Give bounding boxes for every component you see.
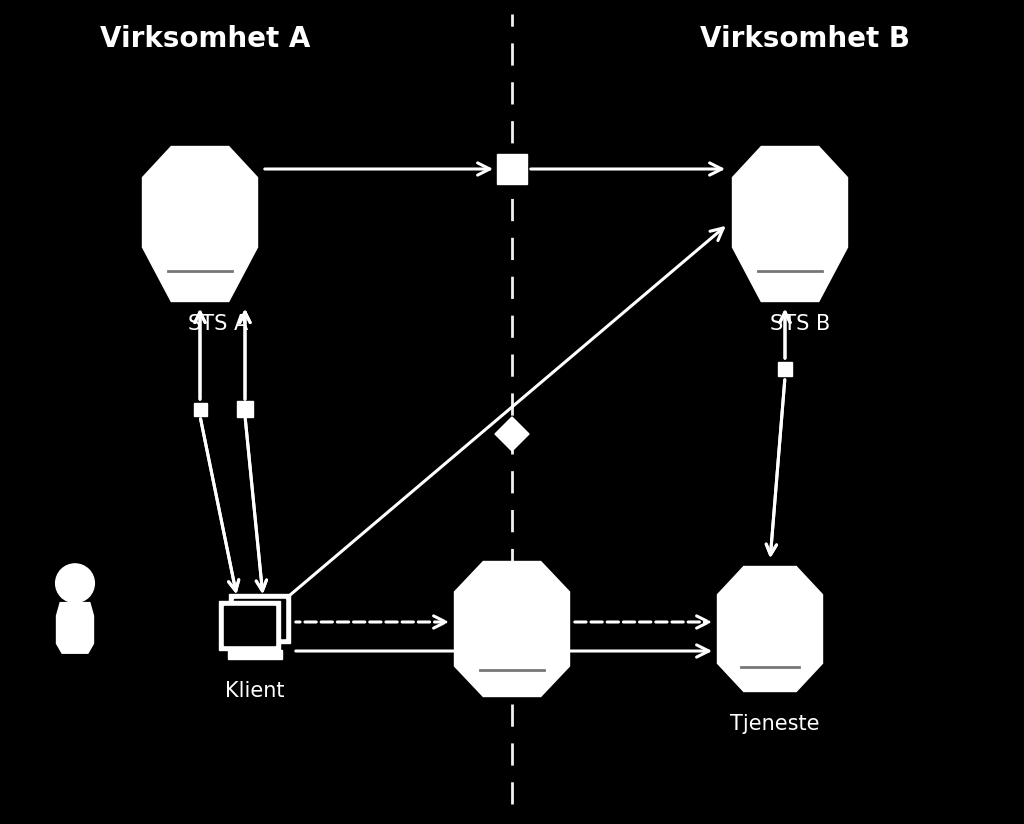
FancyBboxPatch shape [778,362,792,376]
FancyBboxPatch shape [224,606,275,645]
Text: STS B: STS B [770,314,830,334]
Polygon shape [455,561,569,696]
Polygon shape [732,147,848,302]
Text: Klient: Klient [225,681,285,701]
Polygon shape [495,417,529,451]
FancyBboxPatch shape [228,650,282,659]
FancyBboxPatch shape [219,601,281,650]
Text: Tjeneste: Tjeneste [730,714,820,734]
Text: Virksomhet A: Virksomhet A [99,25,310,53]
Text: STS A: STS A [187,314,248,334]
Polygon shape [142,147,257,302]
Circle shape [55,564,94,602]
Polygon shape [718,567,822,691]
FancyBboxPatch shape [237,401,253,417]
FancyBboxPatch shape [234,599,286,638]
FancyBboxPatch shape [194,402,207,415]
FancyBboxPatch shape [497,154,527,184]
Polygon shape [56,602,93,653]
FancyBboxPatch shape [229,594,290,643]
Text: Virksomhet B: Virksomhet B [700,25,910,53]
